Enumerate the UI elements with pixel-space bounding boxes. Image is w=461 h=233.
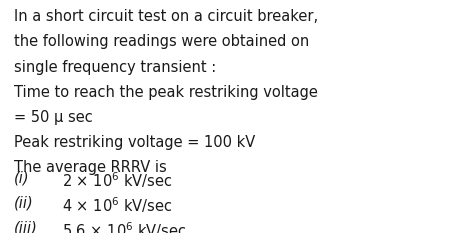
Text: The average RRRV is: The average RRRV is <box>14 160 166 175</box>
Text: (iii): (iii) <box>14 220 38 233</box>
Text: Peak restriking voltage = 100 kV: Peak restriking voltage = 100 kV <box>14 135 255 150</box>
Text: (i): (i) <box>14 170 30 185</box>
Text: 4 × 10$^{6}$ kV/sec: 4 × 10$^{6}$ kV/sec <box>62 195 172 215</box>
Text: the following readings were obtained on: the following readings were obtained on <box>14 34 309 49</box>
Text: single frequency transient :: single frequency transient : <box>14 60 216 75</box>
Text: 2 × 10$^{6}$ kV/sec: 2 × 10$^{6}$ kV/sec <box>62 170 172 190</box>
Text: = 50 μ sec: = 50 μ sec <box>14 110 93 125</box>
Text: In a short circuit test on a circuit breaker,: In a short circuit test on a circuit bre… <box>14 9 318 24</box>
Text: (ii): (ii) <box>14 195 34 210</box>
Text: Time to reach the peak restriking voltage: Time to reach the peak restriking voltag… <box>14 85 318 100</box>
Text: 5.6 × 10$^{6}$ kV/sec: 5.6 × 10$^{6}$ kV/sec <box>62 220 187 233</box>
